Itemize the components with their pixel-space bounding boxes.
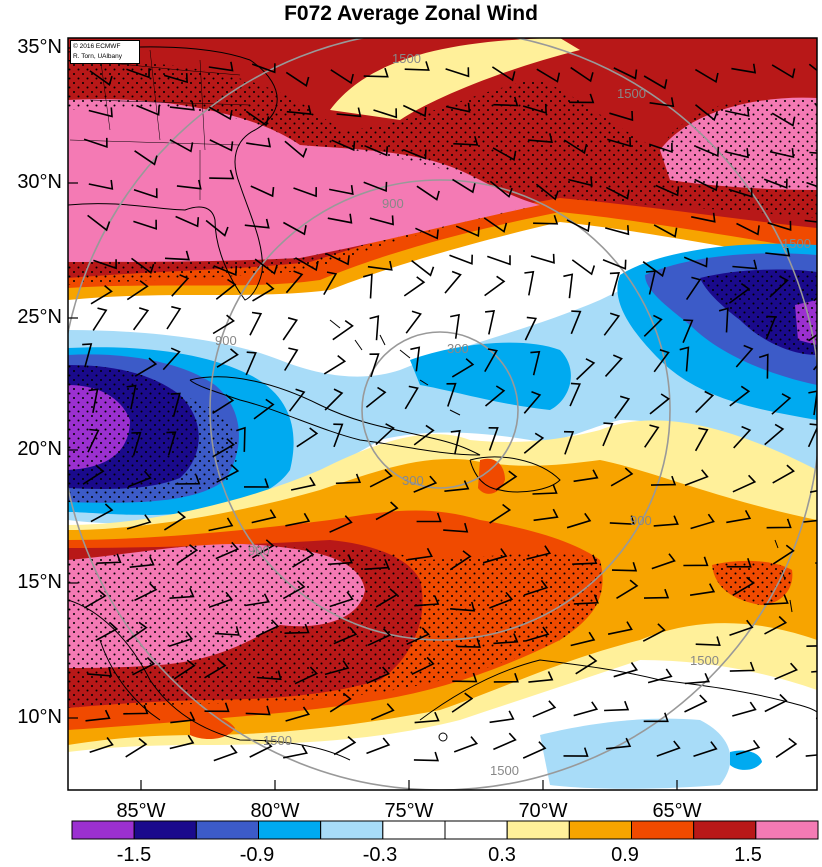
lat-label-10n: 10°N — [0, 706, 62, 729]
credit-box: © 2016 ECMWF R. Torn, UAlbany — [70, 40, 140, 64]
colorbar-label-5: 0.9 — [595, 844, 655, 867]
colorbar-label-3: -0.3 — [350, 844, 410, 867]
colorbar-label-2: -0.9 — [227, 844, 287, 867]
lon-label-70w: 70°W — [503, 800, 583, 823]
colorbar-swatch — [196, 821, 258, 839]
ring-label-1500: 1500 — [392, 51, 421, 66]
colorbar-swatch — [134, 821, 196, 839]
credit-line-2: R. Torn, UAlbany — [73, 52, 137, 62]
lat-label-25n: 25°N — [0, 306, 62, 329]
lat-label-20n: 20°N — [0, 438, 62, 461]
map-field: 300 300 900 900 900 900 1500 1500 1500 1… — [60, 30, 822, 790]
ring-label-900: 900 — [382, 196, 404, 211]
ring-label-900-b: 900 — [215, 333, 237, 348]
colorbar-swatch — [694, 821, 756, 839]
ring-label-1500-f: 1500 — [263, 733, 292, 748]
lat-label-30n: 30°N — [0, 171, 62, 194]
colorbar-label-6: 1.5 — [718, 844, 778, 867]
colorbar-swatch — [321, 821, 383, 839]
colorbar-label-1: -1.5 — [104, 844, 164, 867]
colorbar-swatch — [756, 821, 818, 839]
colorbar-swatch — [507, 821, 569, 839]
ring-label-900-d: 900 — [248, 543, 270, 558]
ring-label-1500-d: 1500 — [690, 653, 719, 668]
lon-label-75w: 75°W — [369, 800, 449, 823]
lon-label-65w: 65°W — [637, 800, 717, 823]
ring-label-1500-e: 1500 — [490, 763, 519, 778]
colorbar-swatch — [259, 821, 321, 839]
ring-label-300-b: 300 — [402, 473, 424, 488]
colorbar-swatch — [383, 821, 445, 839]
lon-label-85w: 85°W — [101, 800, 181, 823]
colorbar-swatch — [632, 821, 694, 839]
lat-label-15n: 15°N — [0, 571, 62, 594]
lon-label-80w: 80°W — [235, 800, 315, 823]
colorbar-swatch — [569, 821, 631, 839]
colorbar-swatch — [72, 821, 134, 839]
ring-label-1500-b: 1500 — [617, 86, 646, 101]
colorbar — [72, 821, 818, 839]
lat-label-35n: 35°N — [0, 36, 62, 59]
credit-line-1: © 2016 ECMWF — [73, 42, 137, 52]
ring-label-900-c: 900 — [630, 513, 652, 528]
ring-label-300: 300 — [447, 341, 469, 356]
colorbar-swatch — [445, 821, 507, 839]
ring-label-1500-c: 1500 — [782, 236, 811, 251]
colorbar-label-4: 0.3 — [472, 844, 532, 867]
